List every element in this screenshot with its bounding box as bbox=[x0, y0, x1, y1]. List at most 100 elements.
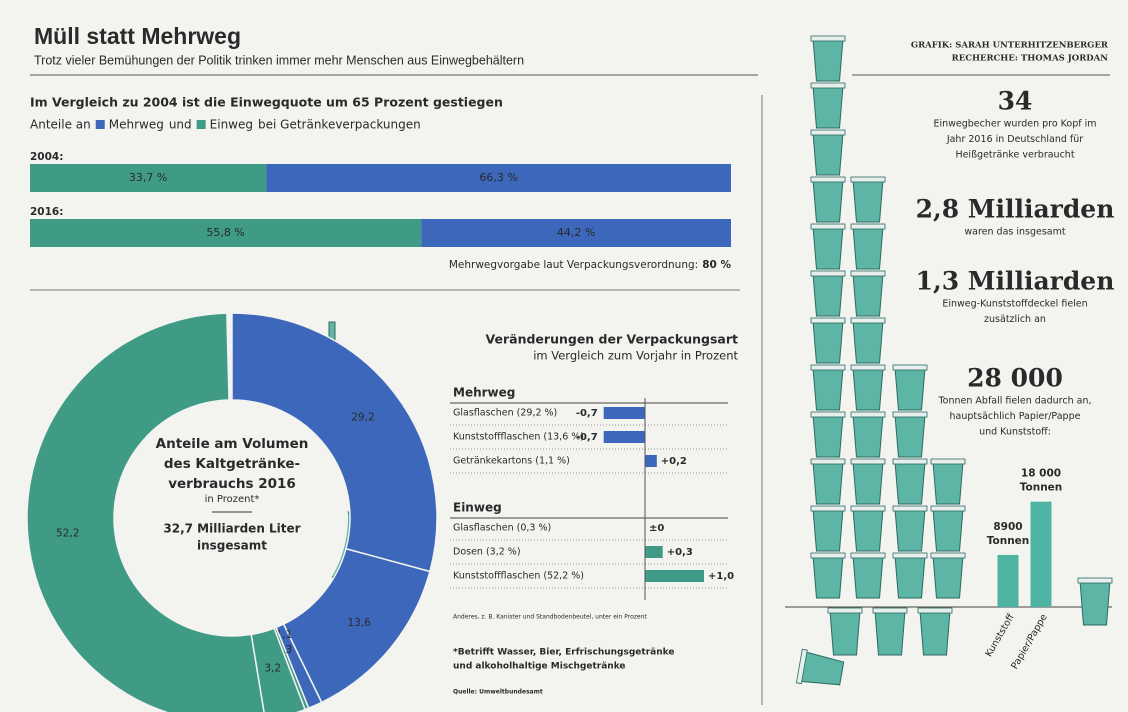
bar bbox=[645, 570, 704, 582]
cup bbox=[811, 506, 845, 551]
chart-title: Veränderungen der Verpackungsart bbox=[486, 332, 738, 347]
unit-note: in Prozent* bbox=[205, 494, 260, 505]
cup-body bbox=[853, 180, 883, 222]
footnote: und alkoholhaltige Mischgetränke bbox=[453, 662, 626, 672]
cup-body bbox=[853, 556, 883, 598]
cup-rim bbox=[811, 177, 845, 182]
cup-rim bbox=[893, 553, 927, 558]
cup-rim bbox=[893, 459, 927, 464]
cup-rim bbox=[811, 224, 845, 229]
footnote: Quelle: Umweltbundesamt bbox=[453, 689, 543, 696]
stat-number: 28 000 bbox=[967, 364, 1063, 393]
value-label: 55,8 % bbox=[206, 226, 244, 239]
legend-text: Mehrweg bbox=[109, 118, 164, 132]
cup-rim bbox=[811, 412, 845, 417]
cup-rim bbox=[851, 318, 885, 323]
total-text: insgesamt bbox=[197, 539, 267, 553]
cup-rim bbox=[851, 412, 885, 417]
annotation-value: 80 % bbox=[702, 259, 731, 271]
center-text: des Kaltgetränke- bbox=[164, 456, 300, 472]
stat-text: Einwegbecher wurden pro Kopf im bbox=[933, 119, 1096, 130]
cup-body bbox=[813, 180, 843, 222]
cup bbox=[893, 506, 927, 551]
cup-rim bbox=[851, 459, 885, 464]
cup-body bbox=[853, 321, 883, 363]
cup bbox=[811, 271, 845, 316]
cup-body bbox=[920, 611, 950, 655]
cup-body bbox=[933, 509, 963, 551]
cup-rim bbox=[811, 130, 845, 135]
bar bbox=[645, 546, 663, 558]
cup bbox=[811, 83, 845, 128]
cup-body bbox=[933, 462, 963, 504]
slice-label: 29,2 bbox=[351, 412, 374, 424]
cup bbox=[918, 608, 952, 655]
cup bbox=[1078, 578, 1112, 625]
cup bbox=[931, 553, 965, 598]
value-label: +0,2 bbox=[661, 456, 687, 467]
stat-text: Heißgetränke verbraucht bbox=[955, 150, 1074, 161]
cup bbox=[851, 365, 885, 410]
cup-rim bbox=[811, 459, 845, 464]
cup-body bbox=[830, 611, 860, 655]
legend-swatch bbox=[96, 120, 105, 129]
group-label: Einweg bbox=[453, 501, 502, 515]
cup-rim bbox=[918, 608, 952, 613]
cup-body bbox=[895, 462, 925, 504]
stat-text: zusätzlich an bbox=[984, 314, 1046, 325]
cup-rim bbox=[1078, 578, 1112, 583]
cup-body bbox=[853, 509, 883, 551]
cup-rim bbox=[851, 553, 885, 558]
cup bbox=[828, 608, 862, 655]
cup-body bbox=[895, 509, 925, 551]
stat-text: hauptsächlich Papier/Pappe bbox=[950, 411, 1081, 422]
category-label: Getränkekartons (1,1 %) bbox=[453, 456, 570, 467]
cup-rim bbox=[873, 608, 907, 613]
cup bbox=[811, 224, 845, 269]
footnote: Anderes, z. B. Kanister und Standbodenbe… bbox=[453, 614, 647, 621]
group-label: Mehrweg bbox=[453, 386, 515, 400]
cup-body bbox=[813, 415, 843, 457]
title: Müll statt Mehrweg bbox=[34, 23, 241, 49]
cup-rim bbox=[931, 506, 965, 511]
cup-rim bbox=[851, 224, 885, 229]
category-label: Glasflaschen (0,3 %) bbox=[453, 523, 551, 534]
subtitle: Trotz vieler Bemühungen der Politik trin… bbox=[34, 53, 524, 67]
cup-body bbox=[813, 462, 843, 504]
cup bbox=[851, 506, 885, 551]
value-label: 66,3 % bbox=[479, 171, 517, 184]
value-label: 44,2 % bbox=[557, 226, 595, 239]
credit: GRAFIK: SARAH UNTERHITZENBERGER bbox=[911, 41, 1109, 51]
cup-rim bbox=[811, 553, 845, 558]
cup-rim bbox=[811, 506, 845, 511]
cup-rim bbox=[893, 506, 927, 511]
cup-rim bbox=[931, 553, 965, 558]
cup-body bbox=[813, 509, 843, 551]
stat-text: und Kunststoff: bbox=[979, 427, 1051, 438]
cup bbox=[851, 271, 885, 316]
cup bbox=[811, 130, 845, 175]
category-label: Kunststoffflaschen (13,6 %) bbox=[453, 432, 584, 443]
cup-body bbox=[853, 415, 883, 457]
value-label: ±0 bbox=[649, 523, 664, 534]
bar bbox=[645, 455, 657, 467]
slice-label: 13,6 bbox=[347, 617, 371, 629]
cup-body bbox=[813, 133, 843, 175]
cup-body bbox=[813, 556, 843, 598]
cup-body bbox=[813, 321, 843, 363]
value-label: 33,7 % bbox=[129, 171, 167, 184]
cup-body bbox=[853, 368, 883, 410]
cup bbox=[851, 459, 885, 504]
cup-rim bbox=[893, 412, 927, 417]
value-label: -0,7 bbox=[576, 408, 598, 419]
value-unit: Tonnen bbox=[1020, 482, 1063, 494]
stat-number: 34 bbox=[998, 87, 1033, 116]
category-label: Glasflaschen (29,2 %) bbox=[453, 408, 557, 419]
cup-rim bbox=[931, 459, 965, 464]
cup bbox=[851, 177, 885, 222]
cup bbox=[811, 459, 845, 504]
legend-text: und bbox=[169, 118, 192, 132]
annotation: Mehrwegvorgabe laut Verpackungsverordnun… bbox=[449, 259, 698, 271]
footnote: *Betrifft Wasser, Bier, Erfrischungsgetr… bbox=[453, 648, 674, 658]
cup-rim bbox=[811, 271, 845, 276]
